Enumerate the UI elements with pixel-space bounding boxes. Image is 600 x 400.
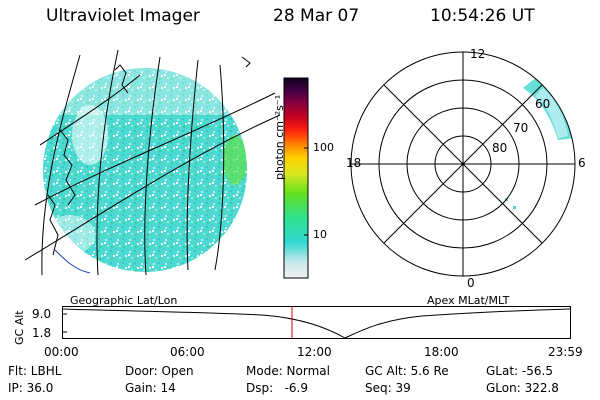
info-dsp: Dsp: -6.9 — [246, 381, 309, 395]
lat-label-80: 80 — [492, 141, 508, 155]
info-gain: Gain: 14 — [125, 381, 176, 395]
time-tick-2359: 23:59 — [548, 345, 583, 359]
colorbar-tick-100: 100 — [313, 141, 334, 154]
mlt-label-12: 12 — [470, 47, 486, 61]
mlt-label-18: 18 — [346, 156, 362, 170]
info-mode: Mode: Normal — [246, 364, 330, 378]
info-ip: IP: 36.0 — [8, 381, 54, 395]
gc-alt-ytick-9: 9.0 — [32, 307, 52, 321]
colorbar-gradient — [283, 77, 309, 279]
geographic-lat-lon-label: Geographic Lat/Lon — [70, 294, 178, 307]
info-flt: Flt: LBHL — [8, 364, 62, 378]
lat-label-60: 60 — [535, 97, 551, 111]
colorbar-tick-10: 10 — [313, 228, 327, 241]
instrument-title: Ultraviolet Imager — [46, 6, 200, 26]
gc-alt-ylabel: GC Alt — [13, 310, 26, 345]
info-seq: Seq: 39 — [365, 381, 411, 395]
lat-label-70: 70 — [513, 121, 529, 135]
info-glon: GLon: 322.8 — [486, 381, 559, 395]
time-tick-0600: 06:00 — [170, 345, 205, 359]
mlt-label-6: 6 — [578, 156, 586, 170]
time-tick-1200: 12:00 — [297, 345, 332, 359]
earth-disk-image — [24, 49, 281, 276]
observation-date: 28 Mar 07 — [273, 6, 360, 26]
info-door: Door: Open — [125, 364, 194, 378]
info-glat: GLat: -56.5 — [486, 364, 553, 378]
gc-alt-ytick-1.8: 1.8 — [32, 326, 52, 340]
gc-altitude-plot — [61, 306, 571, 339]
mlt-label-0: 0 — [467, 276, 475, 290]
colorbar-unit-label: photon cm⁻²s⁻¹ — [273, 94, 286, 180]
info-gc-alt: GC Alt: 5.6 Re — [365, 364, 449, 378]
time-tick-0000: 00:00 — [44, 345, 79, 359]
time-tick-1800: 18:00 — [424, 345, 459, 359]
observation-time: 10:54:26 UT — [430, 6, 535, 26]
apex-mlat-mlt-label: Apex MLat/MLT — [427, 294, 510, 307]
polar-mlat-mlt-plot — [350, 51, 576, 277]
